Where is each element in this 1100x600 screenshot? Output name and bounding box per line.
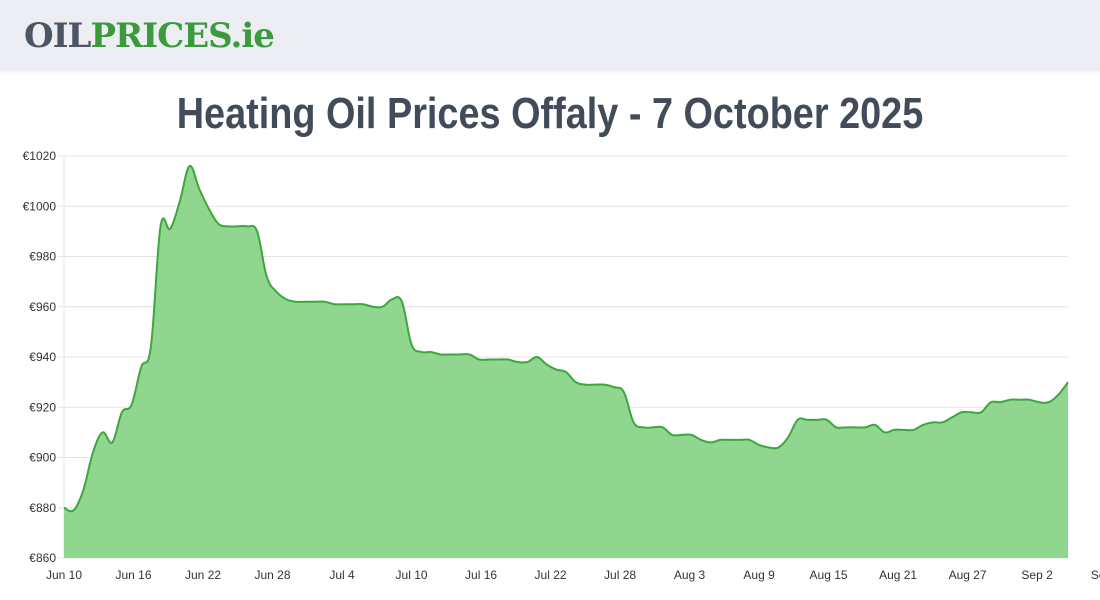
x-tick-label: Jul 16	[465, 568, 497, 582]
x-tick-label: Jul 10	[396, 568, 428, 582]
y-tick-label: €1020	[23, 149, 57, 163]
y-tick-label: €920	[29, 400, 56, 414]
price-area	[64, 165, 1068, 558]
x-tick-label: Jun 28	[255, 568, 291, 582]
site-logo[interactable]: OILPRICES.ie	[24, 14, 275, 58]
y-tick-label: €880	[29, 501, 56, 515]
y-tick-label: €860	[29, 551, 56, 565]
price-chart: €860 €880 €900 €920 €940 €960 €980 €1000 €1020 J…	[23, 149, 1100, 582]
x-tick-label: Jun 22	[185, 568, 221, 582]
x-tick-label: Jun 10	[46, 568, 82, 582]
x-tick-label: Aug 27	[949, 568, 987, 582]
y-tick-label: €1000	[23, 199, 57, 213]
x-tick-label: Jul 28	[604, 568, 636, 582]
y-tick-label: €960	[29, 300, 56, 314]
x-tick-label: Aug 21	[879, 568, 917, 582]
x-axis-ticks: Jun 10 Jun 16 Jun 22 Jun 28 Jul 4 Jul 10 Jul 1…	[46, 568, 1100, 582]
x-tick-label: Sep 8	[1091, 568, 1100, 582]
y-tick-label: €940	[29, 350, 56, 364]
x-tick-label: Jul 4	[329, 568, 355, 582]
y-axis-ticks: €860 €880 €900 €920 €940 €960 €980 €1000 €1020	[23, 149, 57, 565]
y-tick-label: €900	[29, 451, 56, 465]
site-header: OILPRICES.ie	[0, 0, 1100, 70]
x-tick-label: Jun 16	[115, 568, 151, 582]
page-title: Heating Oil Prices Offaly - 7 October 20…	[176, 89, 924, 138]
y-tick-label: €980	[29, 250, 56, 264]
logo-part-oil: OIL	[24, 16, 91, 56]
x-tick-label: Aug 9	[743, 568, 775, 582]
logo-part-domain: .ie	[230, 16, 274, 56]
x-tick-label: Sep 2	[1021, 568, 1053, 582]
x-tick-label: Jul 22	[535, 568, 567, 582]
x-tick-label: Aug 15	[810, 568, 848, 582]
price-line	[63, 165, 1069, 513]
x-tick-label: Aug 3	[674, 568, 706, 582]
logo-part-prices: PRICES	[90, 16, 231, 56]
